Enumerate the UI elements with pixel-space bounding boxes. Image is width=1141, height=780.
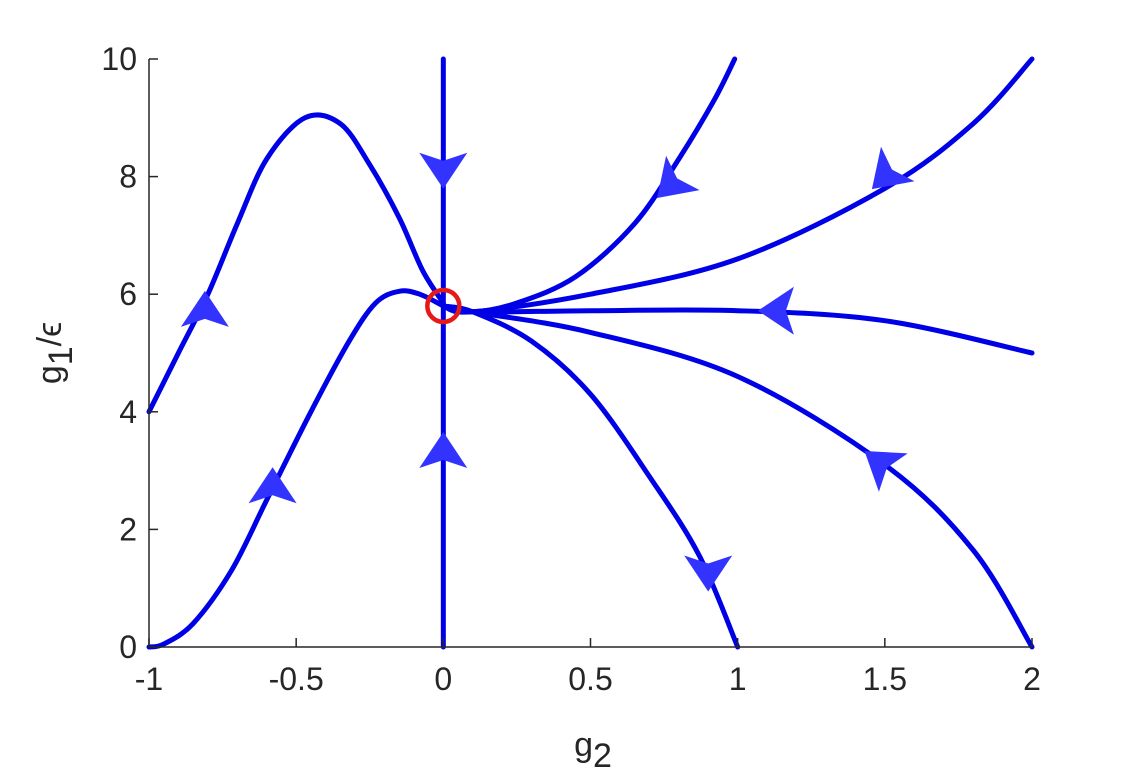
- direction-arrow-up: [248, 467, 297, 504]
- direction-arrow-left: [757, 286, 794, 335]
- x-tick-label: -0.5: [269, 661, 324, 697]
- y-tick-label: 6: [119, 276, 137, 312]
- direction-arrow-down-left: [657, 155, 700, 198]
- x-tick-label: 1: [729, 661, 747, 697]
- y-axis-label-sub: 1: [42, 346, 80, 365]
- trajectory-6: [440, 303, 1035, 356]
- axes: [148, 59, 1032, 648]
- y-tick-label: 0: [119, 629, 137, 665]
- direction-arrow-up-left: [864, 451, 908, 492]
- y-ticks: 0 2 4 6 8 10: [101, 41, 158, 665]
- x-axis-label: g2: [574, 726, 612, 775]
- direction-arrow-up: [180, 290, 229, 327]
- trajectory-1: [146, 112, 446, 415]
- fixed-point-marker: [425, 287, 462, 325]
- x-axis-label-main: g: [574, 726, 593, 764]
- y-axis-label-main: g: [31, 365, 69, 384]
- trajectory-2: [146, 288, 446, 650]
- x-tick-label: 1.5: [863, 661, 907, 697]
- trajectory-5: [440, 56, 1035, 315]
- trajectory-7: [440, 303, 1035, 650]
- direction-arrows: [180, 146, 915, 592]
- y-axis-label: g1/ϵ: [31, 322, 80, 384]
- direction-arrow-up: [419, 432, 468, 468]
- y-tick-label: 4: [119, 394, 137, 430]
- trajectory-lines: [146, 56, 1035, 650]
- direction-arrow-down: [684, 555, 733, 592]
- x-axis-label-sub: 2: [593, 737, 612, 775]
- x-tick-label: 0.5: [568, 661, 612, 697]
- y-tick-label: 2: [119, 511, 137, 547]
- fixed-point-group: [425, 287, 462, 325]
- y-tick-label: 10: [101, 41, 137, 77]
- x-tick-label: 2: [1023, 661, 1041, 697]
- x-tick-label: -1: [135, 661, 163, 697]
- y-tick-label: 8: [119, 159, 137, 195]
- x-ticks: -1 -0.5 0 0.5 1 1.5 2: [135, 638, 1041, 697]
- direction-arrow-down-left: [871, 146, 915, 190]
- direction-arrow-down: [419, 152, 468, 189]
- y-axis-label-suffix: /ϵ: [31, 322, 69, 346]
- trajectory-8: [440, 303, 741, 650]
- x-tick-label: 0: [434, 661, 452, 697]
